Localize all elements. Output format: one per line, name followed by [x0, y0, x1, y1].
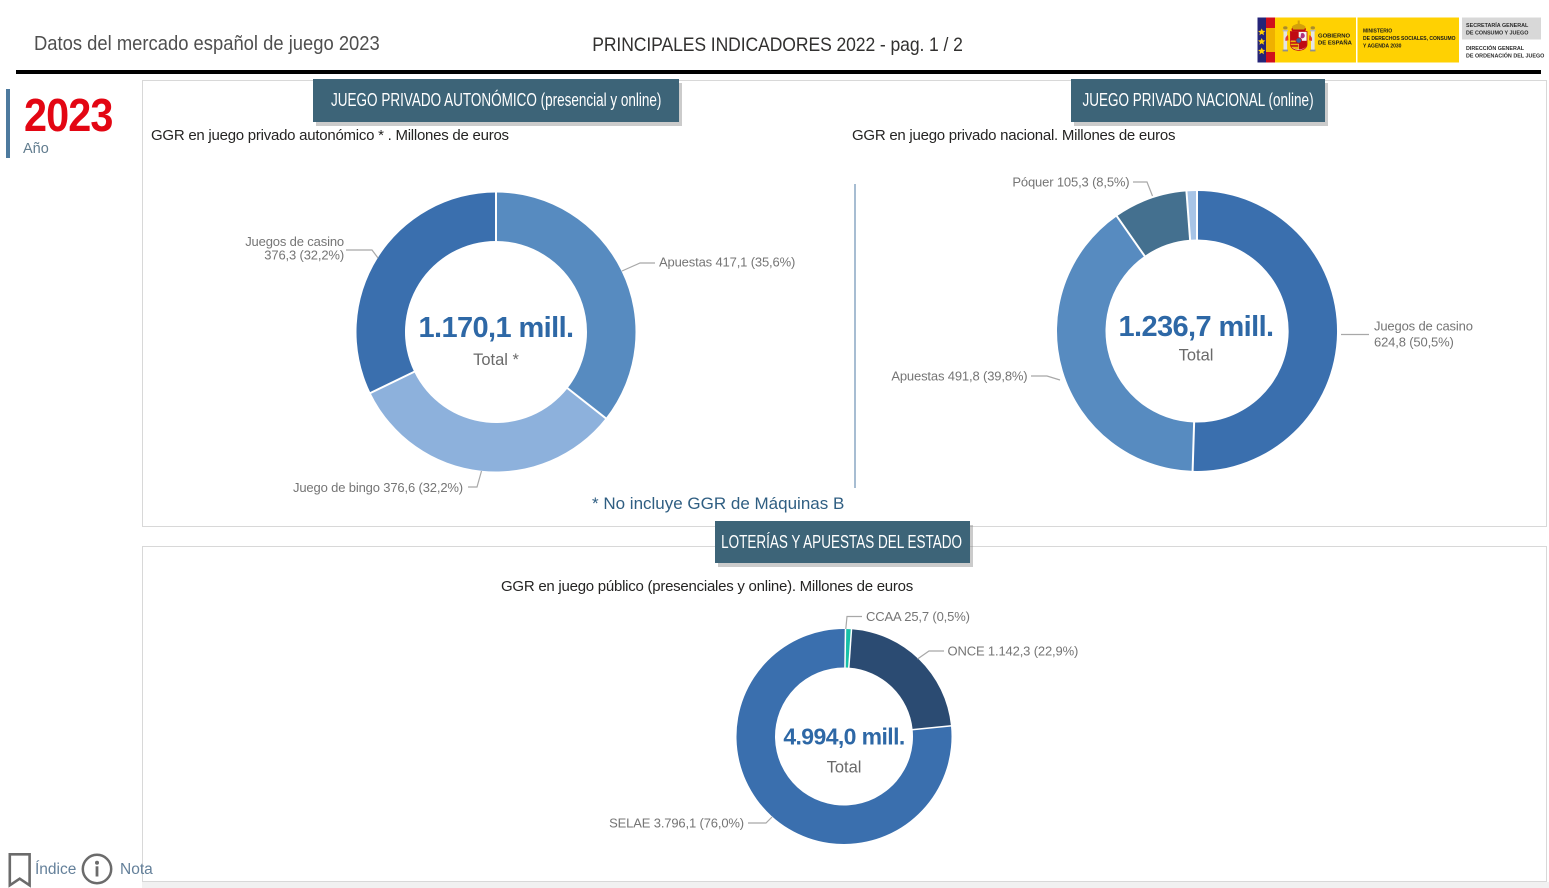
svg-text:Juegos de casino: Juegos de casino [1374, 319, 1473, 334]
svg-text:ONCE 1.142,3 (22,9%): ONCE 1.142,3 (22,9%) [948, 644, 1079, 659]
svg-text:624,8 (50,5%): 624,8 (50,5%) [1374, 335, 1454, 350]
svg-text:Y AGENDA 2030: Y AGENDA 2030 [1363, 44, 1402, 50]
svg-text:Apuestas 491,8 (39,8%): Apuestas 491,8 (39,8%) [891, 369, 1027, 384]
svg-text:DE DERECHOS SOCIALES, CONSUMO: DE DERECHOS SOCIALES, CONSUMO [1363, 36, 1456, 42]
svg-text:SECRETARÍA GENERAL: SECRETARÍA GENERAL [1466, 21, 1529, 29]
svg-text:Apuestas 417,1 (35,6%): Apuestas 417,1 (35,6%) [659, 255, 795, 270]
svg-text:1.170,1 mill.: 1.170,1 mill. [418, 312, 573, 344]
svg-text:1.236,7 mill.: 1.236,7 mill. [1118, 311, 1273, 343]
svg-text:Juegos de casino: Juegos de casino [245, 234, 344, 249]
svg-text:DE ESPAÑA: DE ESPAÑA [1318, 40, 1353, 47]
svg-text:376,3 (32,2%): 376,3 (32,2%) [264, 248, 344, 263]
svg-text:Póquer 105,3 (8,5%): Póquer 105,3 (8,5%) [1012, 175, 1129, 190]
svg-text:Total: Total [1179, 347, 1214, 365]
svg-text:DE CONSUMO Y JUEGO: DE CONSUMO Y JUEGO [1466, 31, 1528, 37]
svg-text:4.994,0 mill.: 4.994,0 mill. [783, 724, 904, 750]
svg-text:GOBIERNO: GOBIERNO [1318, 34, 1350, 40]
svg-text:SELAE 3.796,1 (76,0%): SELAE 3.796,1 (76,0%) [609, 816, 744, 831]
svg-text:Total *: Total * [473, 351, 519, 369]
svg-text:DIRECCIÓN GENERAL: DIRECCIÓN GENERAL [1466, 44, 1525, 52]
svg-text:DE ORDENACIÓN DEL JUEGO: DE ORDENACIÓN DEL JUEGO [1466, 52, 1544, 60]
svg-text:CCAA 25,7 (0,5%): CCAA 25,7 (0,5%) [866, 609, 970, 624]
svg-text:MINISTERIO: MINISTERIO [1363, 29, 1392, 35]
svg-text:Juego de bingo 376,6 (32,2%): Juego de bingo 376,6 (32,2%) [293, 480, 463, 495]
svg-text:Total: Total [827, 759, 862, 777]
